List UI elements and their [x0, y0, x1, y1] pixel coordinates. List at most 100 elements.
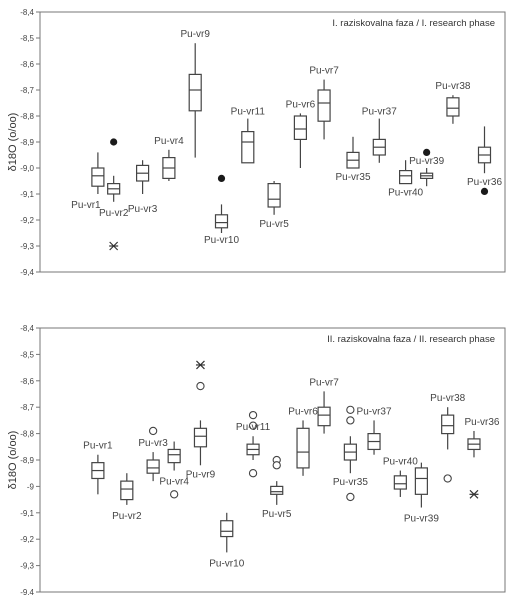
box-label: Pu-vr1 — [83, 441, 113, 452]
box-label: Pu-vr5 — [262, 509, 292, 520]
box-pu-vr2: Pu-vr2 — [99, 138, 129, 251]
box-pu-vr37: Pu-vr37 — [362, 107, 397, 163]
box-pu-vr3: Pu-vr3 — [138, 426, 168, 482]
box-iqr — [317, 89, 331, 122]
chart-title: II. raziskovalna faza / II. research pha… — [327, 334, 495, 345]
box-pu-vr36: Pu-vr36 — [464, 417, 500, 499]
box-iqr — [214, 214, 229, 229]
box-pu-vr9: Pu-vr9 — [186, 360, 216, 480]
y-tick-label: -9,4 — [20, 588, 34, 595]
outlier-point — [423, 148, 431, 156]
y-tick-label: -9,4 — [20, 268, 34, 277]
box-iqr — [399, 170, 413, 185]
extreme-outlier — [195, 360, 205, 370]
extreme-outlier — [109, 241, 119, 251]
box-pu-vr5: Pu-vr5 — [259, 181, 289, 230]
box-iqr — [270, 485, 284, 495]
outlier-point — [248, 421, 258, 430]
box-label: Pu-vr9 — [180, 29, 210, 40]
y-tick-label: -8,8 — [20, 430, 34, 439]
y-tick-label: -9,1 — [20, 509, 34, 518]
box-label: Pu-vr10 — [209, 558, 244, 569]
box-label: Pu-vr35 — [333, 477, 368, 488]
box-label: Pu-vr40 — [388, 188, 423, 199]
box-label: Pu-vr11 — [236, 422, 271, 433]
box-label: Pu-vr10 — [204, 235, 239, 246]
y-axis-label: δ18O (o/oo) — [7, 113, 19, 172]
box-pu-vr40: Pu-vr40 — [388, 160, 424, 199]
box-pu-vr5: Pu-vr5 — [262, 455, 292, 520]
box-label: Pu-vr37 — [362, 107, 397, 118]
box-pu-vr40: Pu-vr40 — [383, 457, 418, 497]
y-tick-label: -8,6 — [20, 60, 34, 69]
y-tick-label: -9,3 — [20, 242, 34, 251]
y-axis-label: δ18O (o/oo) — [7, 431, 19, 490]
box-iqr — [91, 167, 105, 187]
box-pu-vr11: Pu-vr11 — [236, 410, 271, 478]
y-tick-label: -8,4 — [20, 8, 34, 17]
outlier-point — [248, 469, 258, 478]
outlier-point — [272, 461, 281, 470]
box-iqr — [167, 448, 181, 464]
box-iqr — [296, 427, 310, 469]
box-iqr — [441, 414, 455, 435]
box-pu-vr35: Pu-vr35 — [335, 136, 371, 183]
y-tick-label: -8,9 — [20, 456, 34, 465]
outlier-point — [170, 490, 179, 499]
box-pu-vr6: Pu-vr6 — [288, 406, 318, 476]
box-pu-vr10: Pu-vr10 — [209, 512, 245, 569]
plot-frame — [39, 327, 506, 593]
box-pu-vr39: Pu-vr39 — [409, 148, 445, 187]
y-tick-label: -8,4 — [20, 324, 34, 333]
box-label: Pu-vr38 — [430, 393, 465, 404]
outlier-point — [480, 187, 489, 195]
outlier-point — [110, 138, 118, 146]
plot-frame — [39, 11, 506, 273]
box-iqr — [120, 480, 134, 501]
outlier-point — [196, 381, 205, 391]
y-tick-label: -9,2 — [20, 535, 34, 544]
y-tick-label: -9 — [27, 482, 35, 491]
box-pu-vr35: Pu-vr35 — [333, 405, 368, 502]
y-tick-label: -8,5 — [20, 350, 34, 359]
box-pu-vr36: Pu-vr36 — [467, 126, 502, 195]
box-iqr — [267, 183, 281, 208]
chart-title: I. raziskovalna faza / I. research phase — [332, 18, 495, 29]
box-pu-vr7: Pu-vr7 — [309, 377, 339, 434]
box-label: Pu-vr4 — [154, 136, 184, 147]
box-label: Pu-vr39 — [409, 156, 444, 167]
box-label: Pu-vr3 — [128, 204, 158, 215]
box-pu-vr38: Pu-vr38 — [435, 81, 471, 124]
box-pu-vr4: Pu-vr4 — [159, 441, 189, 499]
outlier-point — [346, 405, 355, 414]
box-label: Pu-vr4 — [159, 477, 189, 488]
box-pu-vr10: Pu-vr10 — [204, 174, 239, 246]
box-iqr — [146, 459, 160, 474]
box-iqr — [293, 115, 307, 140]
box-label: Pu-vr7 — [309, 377, 339, 388]
y-tick-label: -8,5 — [20, 34, 34, 43]
box-pu-vr9: Pu-vr9 — [180, 29, 210, 158]
outlier-point — [248, 410, 258, 420]
box-pu-vr3: Pu-vr3 — [128, 160, 158, 215]
box-label: Pu-vr39 — [404, 514, 439, 525]
box-label: Pu-vr1 — [71, 200, 101, 211]
y-tick-label: -8,7 — [20, 86, 34, 95]
box-label: Pu-vr7 — [309, 66, 339, 77]
box-label: Pu-vr36 — [464, 417, 499, 428]
box-iqr — [241, 131, 255, 164]
box-iqr — [188, 73, 202, 112]
chart-panel-phase-2: -8,4 -8,5 -8,6 -8,7 -8,8 -8,9 -9 -9,1 -9,2 -9,3 -9… — [7, 324, 506, 595]
box-label: Pu-vr36 — [467, 177, 502, 188]
box-label: Pu-vr5 — [259, 219, 289, 230]
y-tick-label: -9,2 — [20, 216, 34, 225]
box-iqr — [446, 97, 460, 117]
box-label: Pu-vr38 — [435, 81, 470, 92]
y-tick-label: -9,1 — [20, 190, 34, 199]
box-pu-vr1: Pu-vr1 — [83, 441, 113, 495]
box-label: Pu-vr3 — [138, 438, 168, 449]
box-label: Pu-vr6 — [286, 99, 316, 110]
box-iqr — [317, 406, 331, 427]
box-label: Pu-vr37 — [357, 406, 392, 417]
box-label: Pu-vr6 — [288, 406, 318, 417]
